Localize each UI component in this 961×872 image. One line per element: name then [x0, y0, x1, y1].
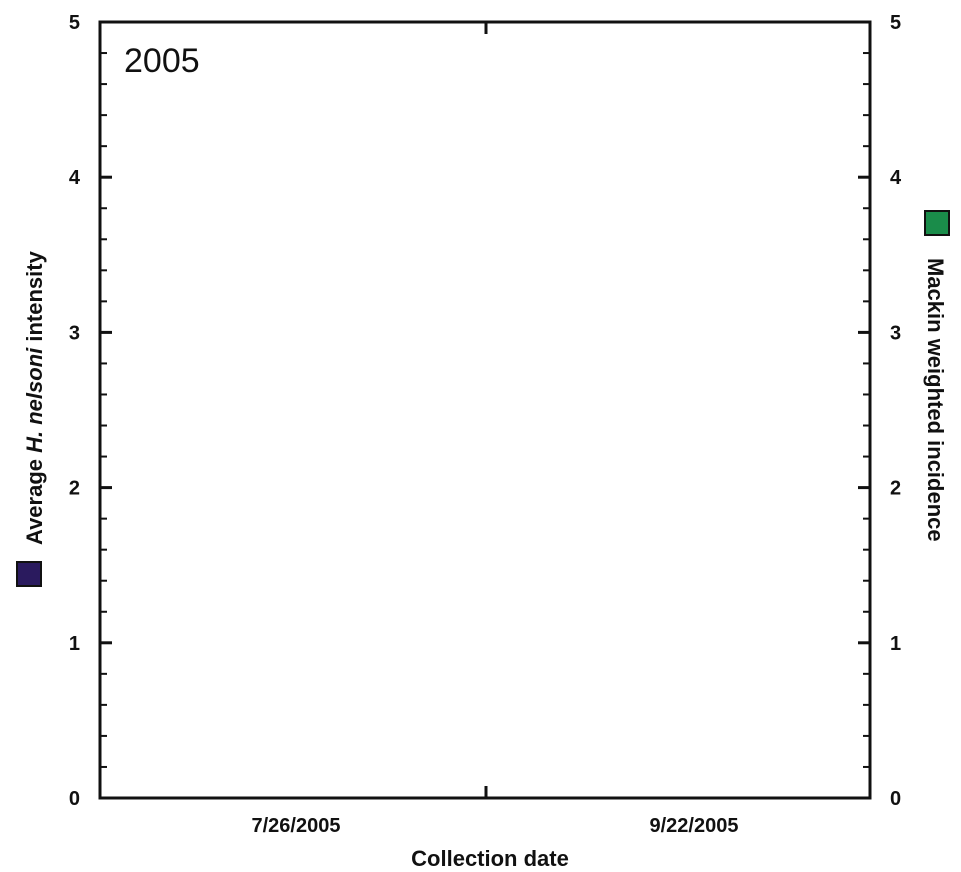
- y-tick-label-1: 1: [69, 633, 80, 655]
- y-tick-label-3: 3: [69, 322, 80, 344]
- y-tick-label-2: 2: [69, 478, 80, 500]
- series-2-legend-marker: [924, 210, 950, 236]
- y-tick-label-4: 4: [69, 167, 81, 189]
- y2-tick-label-0: 0: [890, 788, 901, 810]
- y-axis-ticks: 0 1 2 3 4 5: [69, 12, 112, 810]
- x-tick-label-1: 7/26/2005: [252, 815, 341, 837]
- y-axis-title: Average H. nelsoni intensity: [22, 250, 47, 545]
- series-1-legend-marker: [16, 561, 42, 587]
- y2-tick-label-3: 3: [890, 322, 901, 344]
- y2-tick-label-5: 5: [890, 12, 901, 34]
- y2-tick-label-4: 4: [890, 167, 902, 189]
- chart-title: 2005: [124, 42, 200, 80]
- y-axis-title-italic: H. nelsoni: [22, 347, 47, 453]
- y-axis-title-prefix: Average: [22, 453, 47, 545]
- y-axis-title-suffix: intensity: [22, 250, 47, 347]
- x-axis-title: Collection date: [411, 846, 569, 871]
- y2-axis-ticks: 0 1 2 3 4 5: [858, 12, 902, 810]
- x-tick-label-2: 9/22/2005: [650, 815, 739, 837]
- y-tick-label-5: 5: [69, 12, 80, 34]
- y-tick-label-0: 0: [69, 788, 80, 810]
- plot-frame: [98, 20, 872, 800]
- y2-tick-label-2: 2: [890, 478, 901, 500]
- y2-tick-label-1: 1: [890, 633, 901, 655]
- y2-axis-title: Mackin weighted incidence: [923, 258, 948, 542]
